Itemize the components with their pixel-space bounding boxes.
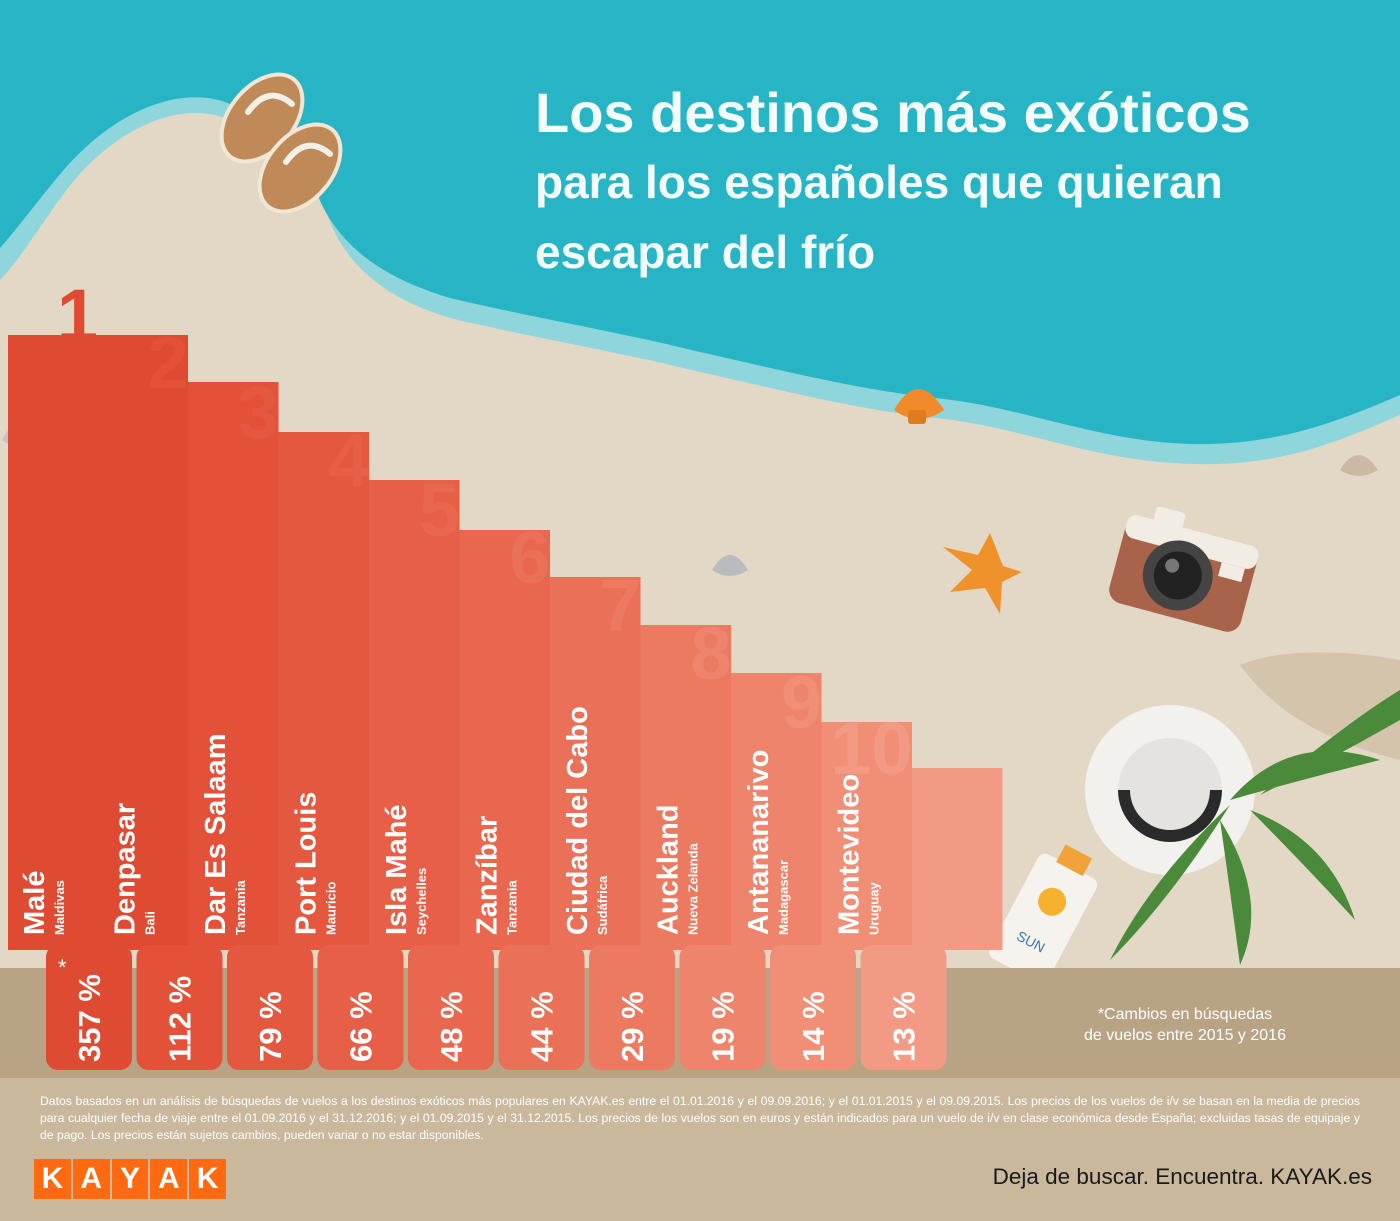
- city-label: Ciudad del Cabo: [562, 706, 594, 935]
- city-label: Isla Mahé: [381, 804, 413, 935]
- rank-number: 1: [57, 274, 98, 357]
- rank-number: 8: [690, 612, 731, 695]
- city-label: Montevideo: [834, 774, 866, 935]
- labels-layer: Malé Maldivas Denpasar Bali Dar Es Salaam Tan…: [19, 706, 882, 935]
- country-label: Bali: [143, 911, 158, 935]
- city-label: Antananarivo: [743, 750, 775, 935]
- country-label: Mauricio: [324, 881, 339, 935]
- tagline: Deja de buscar. Encuentra. KAYAK.es: [992, 1164, 1372, 1189]
- value-tab: [860, 945, 947, 1070]
- logo-letter: K: [34, 1159, 71, 1199]
- city-label: Zanzíbar: [472, 816, 504, 935]
- value-tab: [227, 945, 313, 1070]
- value-label: 14 %: [796, 991, 831, 1062]
- asterisk-mark: *: [58, 955, 67, 980]
- footnote: *Cambios en búsquedas de vuelos entre 20…: [1050, 1004, 1320, 1046]
- bars-layer: [8, 335, 1003, 950]
- title-line-2: para los españoles que quieran: [535, 156, 1223, 208]
- sea: [0, 0, 1400, 445]
- value-label: 357 %: [72, 974, 107, 1062]
- sun-hat-icon: [1085, 705, 1255, 875]
- rank-number: 4: [328, 419, 369, 502]
- flip-flops-icon: [219, 72, 343, 214]
- value-tab: [770, 945, 856, 1070]
- rank-number: 7: [600, 564, 641, 647]
- value-tab: [589, 945, 675, 1070]
- starfish-icon: [943, 533, 1022, 614]
- title-line-1: Los destinos más exóticos: [535, 81, 1251, 144]
- city-label: Dar Es Salaam: [200, 733, 232, 935]
- city-label: Port Louis: [291, 792, 323, 935]
- country-label: Madagascar: [776, 860, 791, 935]
- kayak-logo[interactable]: K A Y A K: [34, 1159, 226, 1199]
- rank-number: 3: [238, 371, 279, 454]
- logo-letter: Y: [111, 1159, 149, 1199]
- city-label: Malé: [19, 871, 51, 935]
- rank-number: 6: [509, 516, 550, 599]
- country-label: Tanzania: [233, 880, 248, 935]
- value-label: 19 %: [706, 991, 741, 1062]
- value-label: 112 %: [163, 976, 198, 1062]
- bar-1: [8, 335, 188, 950]
- values-layer: 357 % 112 % 79 % 66 % 48 % 44 % 29 % 19 % 14 % 13…: [46, 945, 947, 1070]
- palm-leaves-icon: [1110, 690, 1400, 965]
- value-tab: [46, 945, 132, 1070]
- rank-number: 5: [419, 469, 460, 552]
- logo-letter: K: [189, 1159, 226, 1199]
- camera-icon: [1109, 506, 1259, 632]
- city-label: Denpasar: [110, 803, 142, 935]
- rank-number: 9: [781, 661, 822, 744]
- value-tab: [408, 945, 494, 1070]
- logo-letter: A: [72, 1159, 110, 1199]
- country-label: Seychelles: [414, 868, 429, 935]
- value-tab: [317, 945, 404, 1070]
- footer-background: [0, 1078, 1400, 1221]
- country-label: Maldivas: [52, 880, 67, 935]
- value-tab: [679, 945, 766, 1070]
- country-label: Sudáfrica: [595, 875, 610, 935]
- value-label: 44 %: [525, 991, 560, 1062]
- value-label: 48 %: [434, 991, 469, 1062]
- sunscreen-bottle-icon: SUN: [989, 844, 1098, 984]
- value-label: 79 %: [253, 991, 288, 1062]
- value-label: 13 %: [887, 991, 922, 1062]
- country-label: Tanzania: [505, 880, 520, 935]
- country-label: Uruguay: [867, 882, 882, 936]
- city-label: Auckland: [653, 804, 685, 935]
- value-label: 66 %: [344, 991, 379, 1062]
- footnote-line-2: de vuelos entre 2015 y 2016: [1084, 1027, 1286, 1044]
- disclaimer-text: Datos basados en un análisis de búsqueda…: [40, 1094, 1360, 1142]
- rank-number: 2: [147, 321, 188, 404]
- rank-number: 10: [830, 707, 912, 790]
- country-label: Nueva Zelanda: [686, 842, 701, 935]
- value-tab: [136, 945, 223, 1070]
- logo-letter: A: [150, 1159, 188, 1199]
- title-line-3: escapar del frío: [535, 226, 876, 278]
- value-tab: [498, 945, 585, 1070]
- footnote-line-1: *Cambios en búsquedas: [1097, 1006, 1273, 1023]
- value-label: 29 %: [615, 991, 650, 1062]
